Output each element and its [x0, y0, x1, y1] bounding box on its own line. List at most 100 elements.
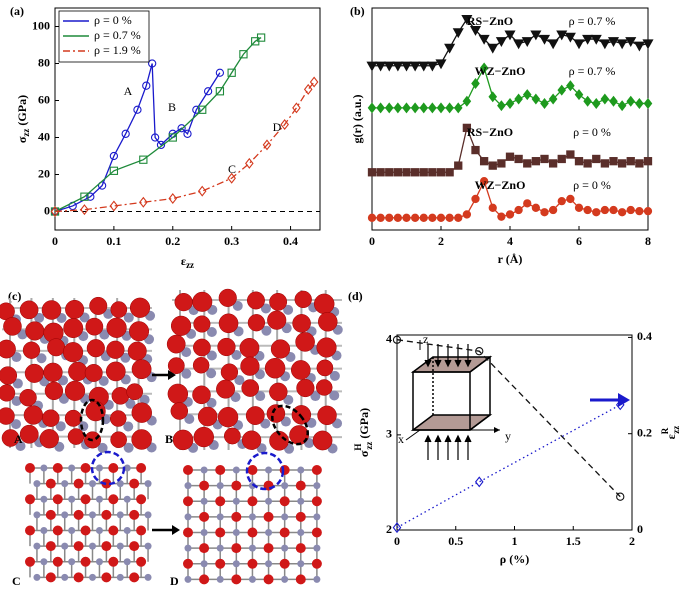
o-atom	[19, 300, 39, 320]
marker	[514, 205, 523, 215]
o-atom	[311, 496, 322, 507]
marker	[557, 196, 566, 206]
o-atom	[106, 340, 125, 359]
marker	[557, 154, 566, 164]
o-atom	[0, 407, 15, 425]
marker	[643, 206, 653, 216]
zn-atom	[248, 513, 256, 521]
o-atom	[218, 313, 239, 334]
o-atom	[19, 424, 39, 444]
o-atom	[44, 381, 64, 401]
marker	[393, 102, 403, 114]
o-atom	[315, 379, 333, 396]
marker	[428, 102, 437, 114]
marker	[488, 161, 497, 170]
marker	[635, 159, 644, 168]
o-atom	[174, 293, 193, 312]
o-atom	[129, 321, 150, 342]
o-atom	[64, 409, 82, 427]
zn-atom	[55, 421, 66, 432]
marker	[478, 34, 490, 45]
o-atom	[80, 556, 91, 567]
annotation: D	[273, 120, 282, 134]
snapshot-label: C	[12, 574, 21, 588]
marker	[80, 192, 89, 201]
marker	[262, 139, 272, 151]
o-atom	[73, 478, 84, 489]
o-atom	[105, 361, 126, 382]
marker	[523, 159, 532, 168]
marker	[133, 105, 142, 114]
marker	[488, 203, 497, 212]
zn-atom	[61, 573, 69, 581]
marker	[615, 399, 625, 411]
series	[50, 33, 266, 216]
o-atom	[73, 541, 84, 552]
o-atom	[25, 321, 45, 341]
atom-snapshot	[25, 463, 152, 583]
annotation: RS−ZnO	[467, 125, 513, 139]
marker	[635, 206, 644, 216]
axis-label: r (Å)	[498, 252, 523, 266]
annotation: ρ = 0.7 %	[569, 64, 616, 78]
snapshot-label: A	[14, 432, 23, 446]
marker	[436, 168, 446, 177]
zn-atom	[216, 575, 224, 583]
o-atom	[193, 338, 211, 357]
zn-atom	[248, 544, 256, 552]
zn-atom	[232, 560, 240, 568]
x-tick-label: 8	[645, 234, 651, 248]
marker	[582, 34, 594, 45]
zn-atom	[216, 482, 224, 490]
o-atom	[108, 463, 119, 473]
zn-atom	[58, 393, 69, 404]
o-atom	[0, 339, 16, 359]
marker	[400, 61, 413, 72]
inset-axis-label: z	[423, 332, 428, 346]
marker	[487, 43, 499, 54]
o-atom	[292, 314, 311, 333]
y-tick-label: 80	[38, 55, 50, 69]
marker	[643, 97, 653, 109]
zn-atom	[123, 421, 134, 432]
marker	[383, 61, 395, 72]
zn-atom	[11, 395, 22, 406]
marker	[445, 213, 454, 222]
marker	[547, 39, 559, 50]
o-atom	[136, 463, 147, 473]
inset-cube	[405, 340, 500, 460]
axis-label: g(r) (a.u.)	[350, 95, 364, 144]
zn-atom	[116, 511, 124, 519]
o-atom	[240, 356, 260, 376]
o-atom	[89, 296, 108, 315]
zn-atom	[99, 329, 110, 340]
o-atom	[170, 402, 189, 420]
marker	[625, 37, 637, 48]
marker	[367, 168, 377, 177]
snapshot-label: B	[165, 432, 173, 446]
o-atom	[67, 428, 85, 445]
zn-atom	[265, 497, 273, 505]
o-atom	[85, 317, 104, 336]
axis-label: σzz (GPa)	[15, 95, 31, 143]
marker	[376, 168, 385, 177]
o-atom	[80, 525, 91, 536]
zn-atom	[116, 542, 124, 550]
x-tick-label: 2	[438, 234, 444, 248]
series	[367, 123, 653, 177]
marker	[139, 196, 148, 208]
o-atom	[241, 379, 260, 397]
o-atom	[136, 494, 147, 505]
axis-label-sub: zz	[364, 442, 374, 450]
annotation: ρ = 0 %	[573, 125, 611, 139]
marker	[600, 205, 610, 215]
marker	[566, 80, 575, 92]
marker	[384, 102, 394, 114]
marker	[497, 212, 506, 221]
y2-tick-label: 0	[637, 522, 643, 536]
o-atom	[247, 465, 258, 475]
zn-atom	[231, 349, 242, 360]
annotation: B	[168, 100, 176, 114]
zn-atom	[181, 368, 192, 379]
o-atom	[45, 541, 56, 552]
